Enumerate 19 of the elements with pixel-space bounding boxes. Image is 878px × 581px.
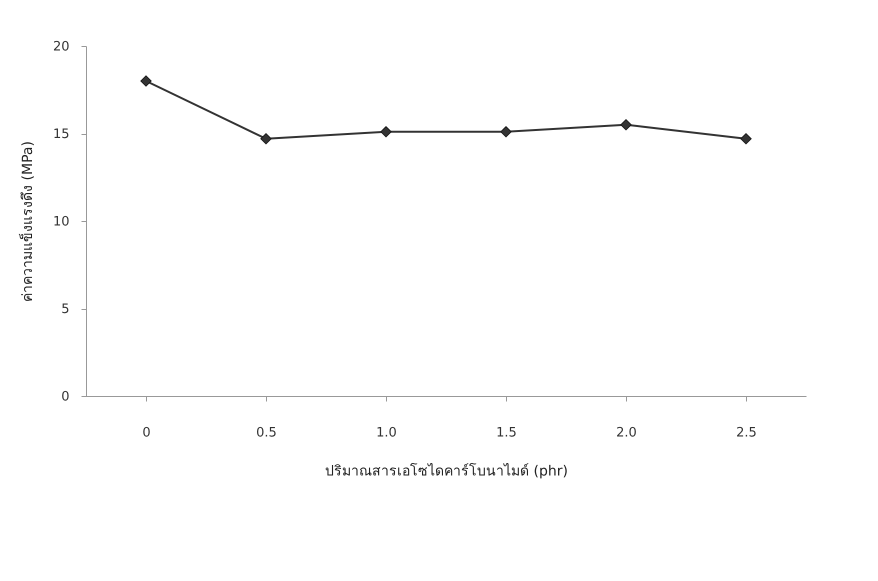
- x-tick-label: 0: [142, 426, 151, 440]
- x-axis-title: ปริมาณสารเอโซไดคาร์โบนาไมด์ (phr): [325, 462, 568, 480]
- y-axis-title: ค่าความแข็งแรงดึง (MPa): [18, 141, 36, 302]
- y-tick-label: 5: [61, 302, 70, 317]
- point: [380, 126, 392, 138]
- y-tick-label: 15: [52, 127, 70, 142]
- y-tick-label: 10: [52, 214, 70, 230]
- point: [260, 133, 272, 144]
- x-tick-label: 2.0: [616, 426, 637, 440]
- y-tick-label: 20: [52, 40, 70, 54]
- point: [140, 75, 152, 87]
- point: [500, 126, 512, 138]
- x-tick-label: 0.5: [256, 426, 277, 440]
- point: [620, 119, 632, 130]
- point: [740, 133, 752, 144]
- x-tick-label: 2.5: [736, 426, 757, 440]
- x-tick-label: 1.0: [376, 426, 397, 440]
- y-tick-label: 0: [61, 390, 70, 404]
- x-tick-label: 1.5: [496, 426, 517, 440]
